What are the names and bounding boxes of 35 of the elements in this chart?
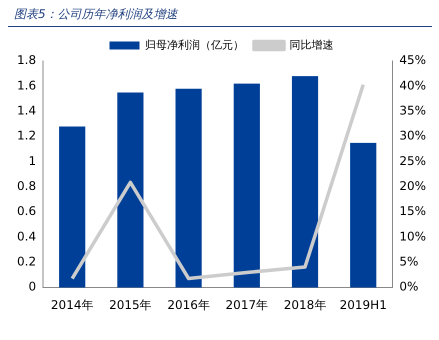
chart-title: 图表5：公司历年净利润及增速 [14,6,178,23]
y-tick-label: 0.8 [16,179,36,194]
legend-label: 同比增速 [290,38,334,52]
y-tick-label: 1.2 [16,128,36,143]
y2-tick-label: 45% [399,53,426,68]
y-tick-label: 1 [28,154,36,168]
y-tick-label: 0.4 [16,229,36,244]
y2-tick-label: 5% [399,254,418,269]
y2-tick-label: 0% [399,280,418,294]
bar [59,126,86,288]
legend-label: 归母净利润（亿元） [145,38,244,52]
bar [292,76,318,288]
x-tick-label: 2015年 [109,298,152,312]
y2-tick-label: 20% [399,179,426,194]
y2-tick-label: 35% [399,103,426,118]
x-tick-label: 2017年 [226,298,268,312]
x-tick-label: 2019H1 [340,298,387,312]
y2-tick-label: 40% [399,78,426,92]
y-tick-label: 1.4 [16,103,36,118]
y2-tick-label: 25% [399,154,426,168]
x-tick-label: 2016年 [167,298,210,312]
bar [117,92,144,288]
x-tick-label: 2014年 [50,298,94,312]
y2-tick-label: 15% [399,204,426,218]
y-tick-label: 0 [28,280,36,294]
bar [350,142,376,288]
y2-tick-label: 10% [399,229,426,244]
bar [176,88,202,288]
x-tick-label: 2018年 [284,298,326,312]
bar [234,84,260,288]
y-tick-label: 1.6 [16,78,36,92]
y-tick-label: 0.6 [16,204,36,218]
y2-tick-label: 30% [399,128,426,143]
y-tick-label: 1.8 [16,53,36,68]
y-tick-label: 0.2 [16,254,36,269]
